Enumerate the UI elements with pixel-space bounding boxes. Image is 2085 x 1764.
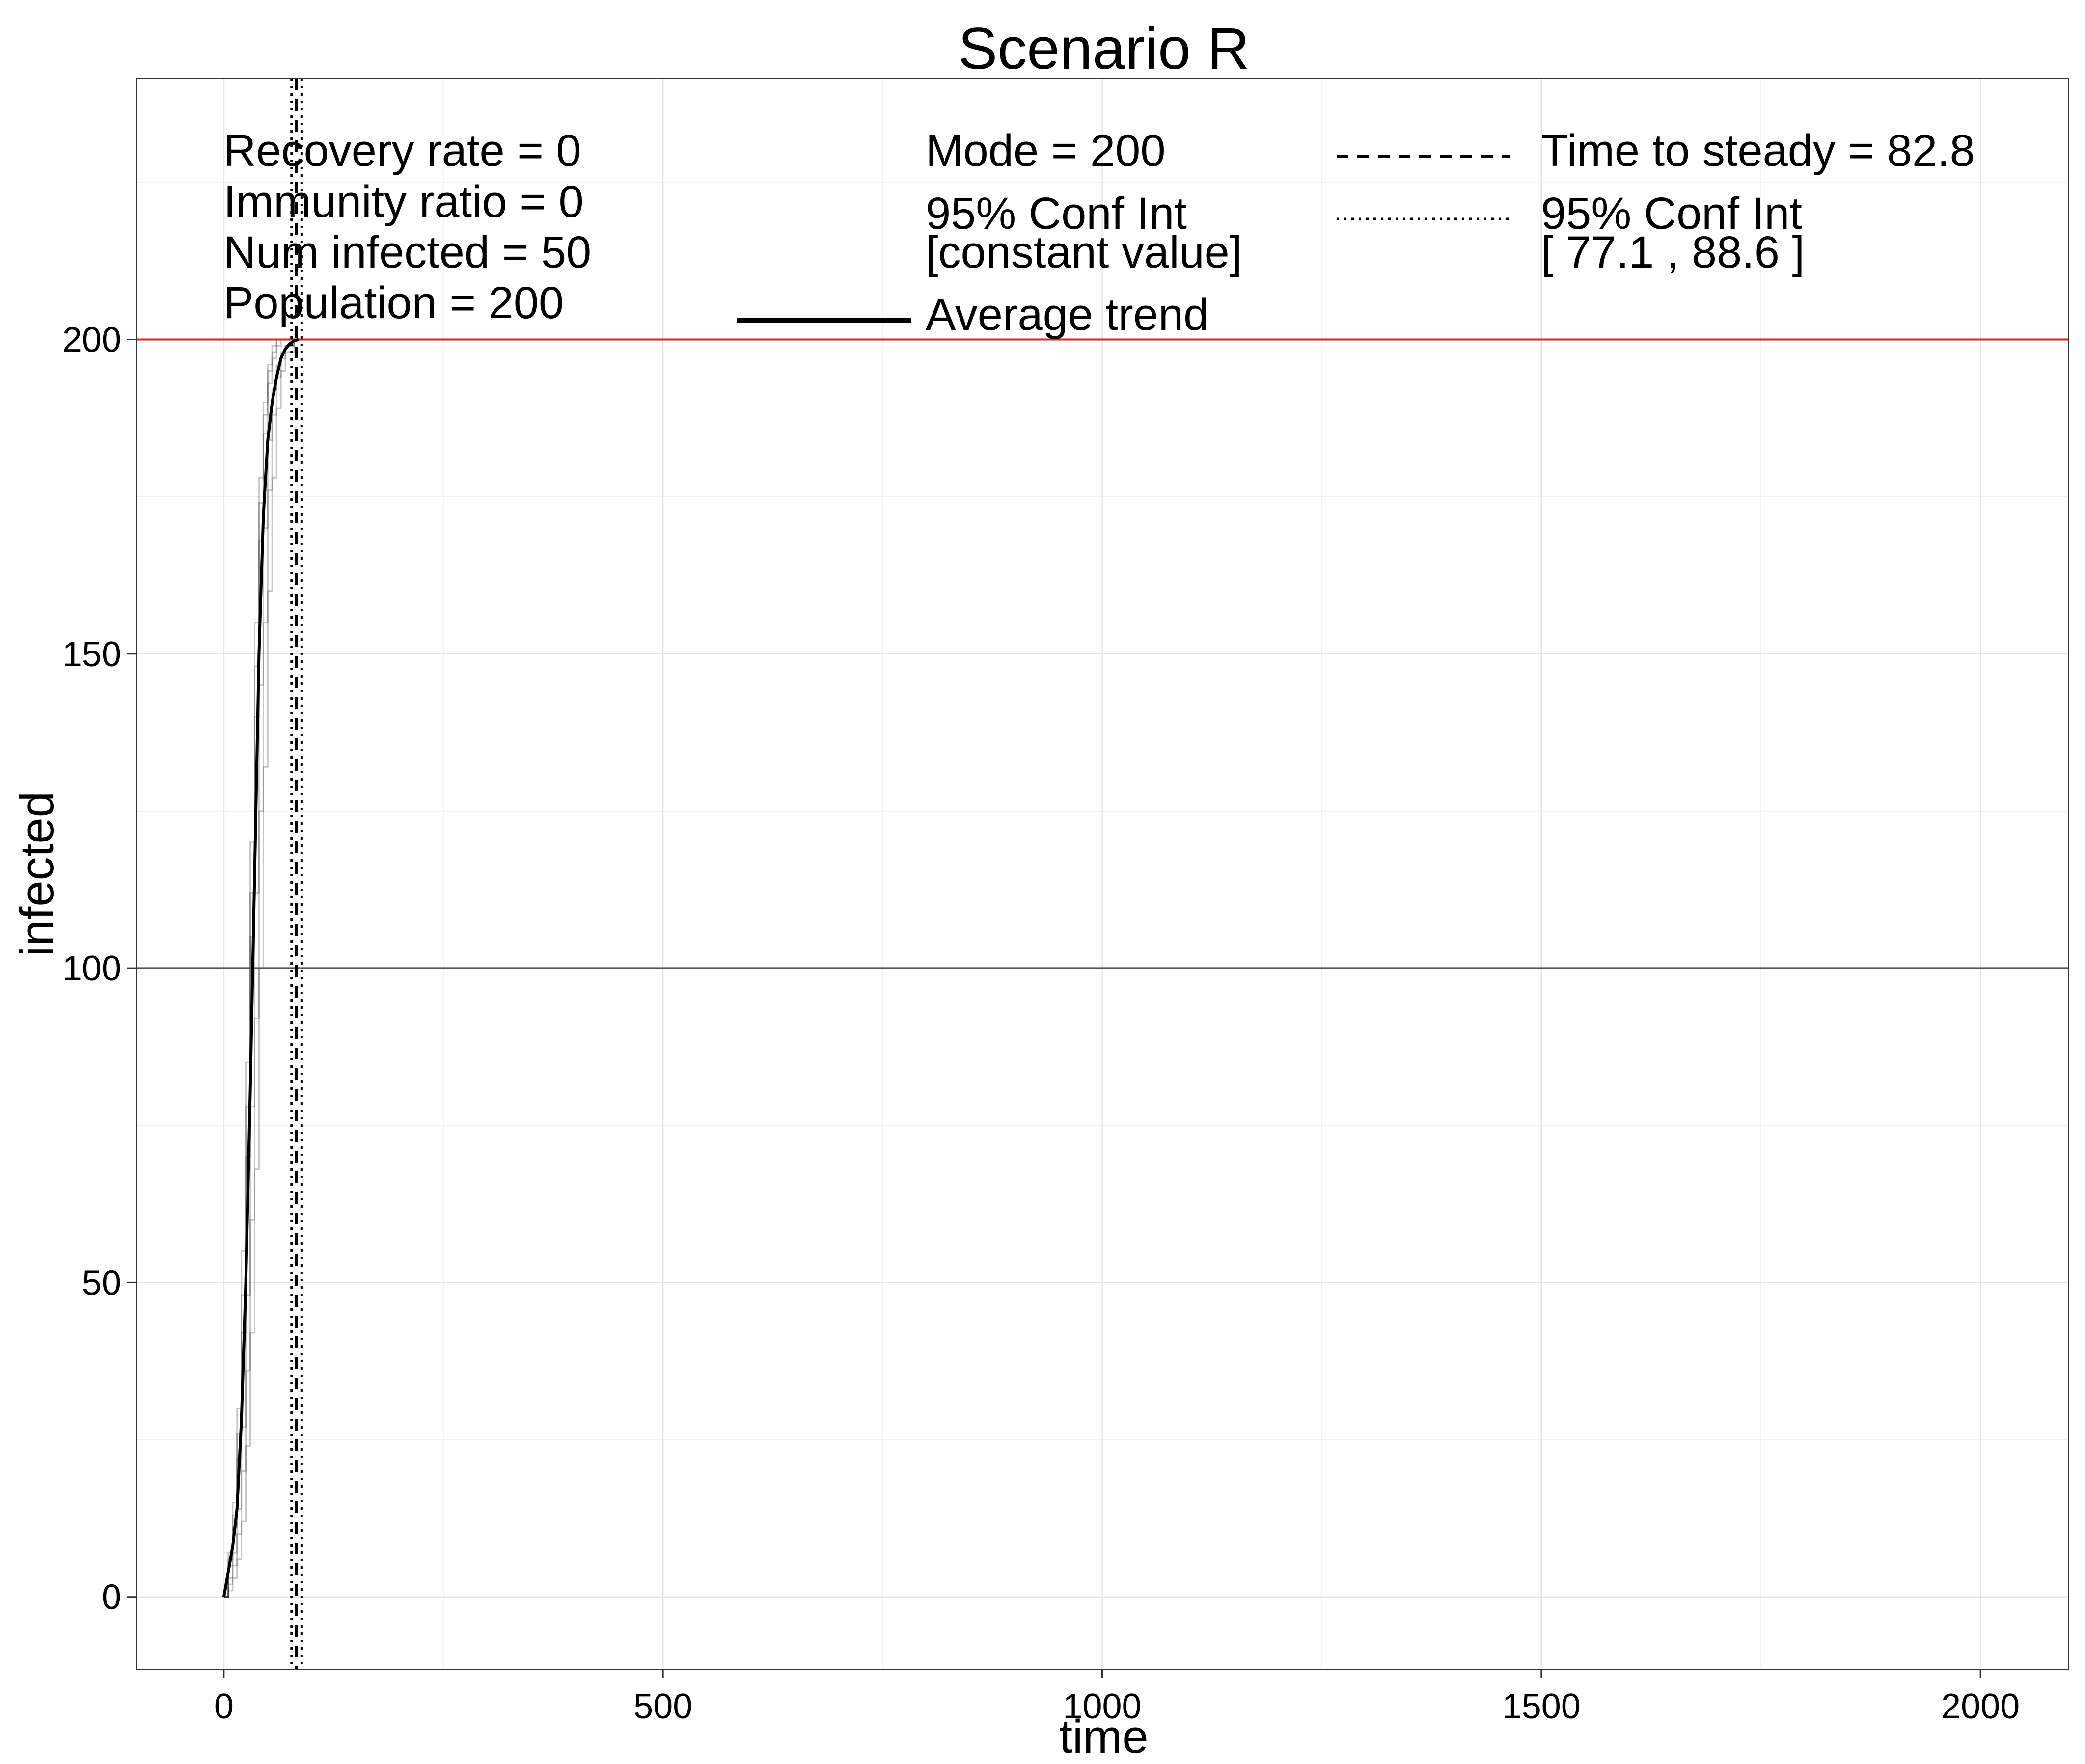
x-tick-label: 1500 xyxy=(1502,1687,1581,1726)
x-axis-label: time xyxy=(1059,1710,1148,1763)
annotations: Recovery rate = 0 Immunity ratio = 0 Num… xyxy=(223,126,1975,340)
x-tick-label: 1000 xyxy=(1063,1687,1141,1726)
steady-ci-value: [ 77.1 , 88.6 ] xyxy=(1541,227,1805,277)
y-tick-label: 50 xyxy=(82,1263,121,1303)
param-immunity-ratio: Immunity ratio = 0 xyxy=(223,177,584,227)
mode-ci-label: 95% Conf Int xyxy=(926,189,1187,239)
simulation-run-line xyxy=(223,339,294,1598)
param-num-infected: Num infected = 50 xyxy=(223,227,591,277)
average-trend-line xyxy=(222,338,299,1598)
steady-ci-label: 95% Conf Int xyxy=(1541,189,1802,239)
y-tick-label: 100 xyxy=(62,949,121,988)
y-tick-label: 150 xyxy=(62,635,121,674)
x-tick-label: 2000 xyxy=(1941,1687,2020,1726)
param-recovery-rate: Recovery rate = 0 xyxy=(223,126,581,176)
y-tick-label: 0 xyxy=(102,1578,121,1617)
param-population: Population = 200 xyxy=(223,278,564,328)
y-tick-label: 200 xyxy=(62,320,121,359)
average-trend xyxy=(222,338,299,1598)
mode-ci-value: [constant value] xyxy=(926,227,1242,277)
simulation-run-line xyxy=(223,339,295,1598)
average-trend-label: Average trend xyxy=(926,290,1208,340)
y-axis-label: infected xyxy=(11,791,63,956)
x-tick-label: 0 xyxy=(214,1687,234,1726)
x-tick-label: 500 xyxy=(633,1687,692,1726)
mode-label: Mode = 200 xyxy=(926,126,1165,176)
simulation-run-line xyxy=(223,339,295,1598)
axis-ticks: 0 500 1000 1500 2000 0 50 100 150 200 xyxy=(62,320,2020,1726)
steady-time-label: Time to steady = 82.8 xyxy=(1541,126,1975,176)
chart-title: Scenario R xyxy=(958,16,1250,81)
